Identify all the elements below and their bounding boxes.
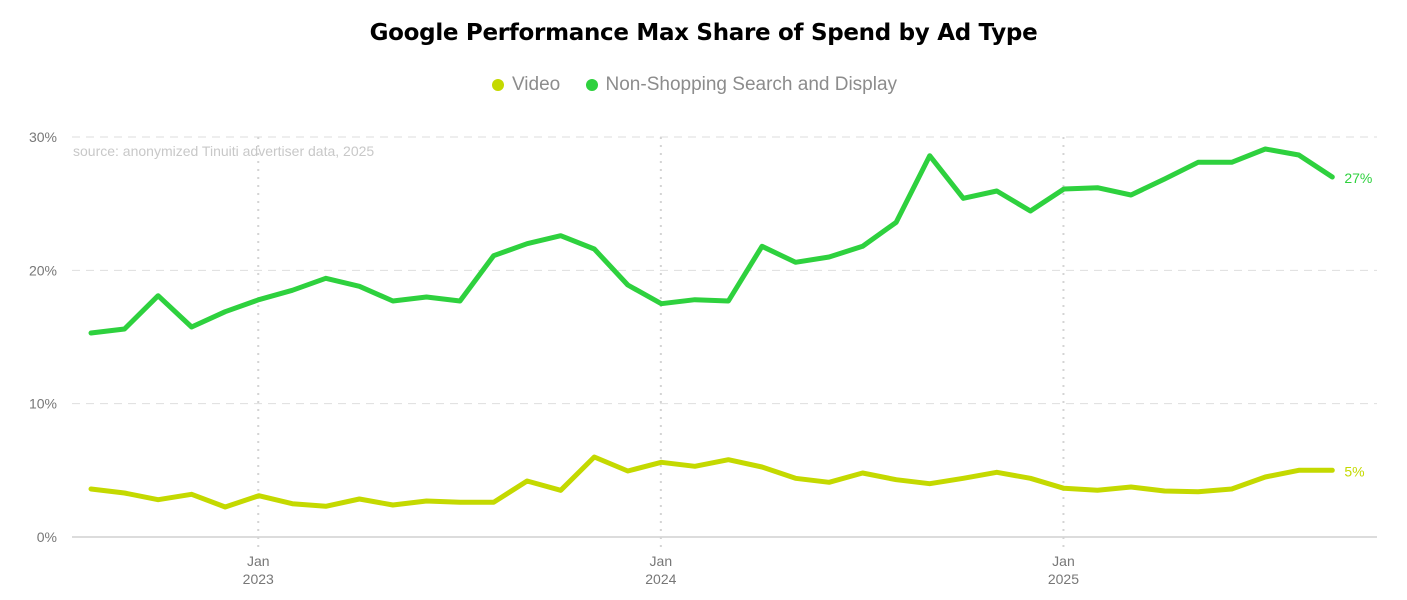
x-tick-label: Jan — [650, 553, 673, 569]
x-axis: Jan 2023 Jan 2024 Jan 2025 — [243, 553, 1080, 587]
x-tick-label: Jan — [1052, 553, 1075, 569]
x-tick-label: 2025 — [1048, 571, 1079, 587]
y-tick-label: 20% — [29, 262, 57, 278]
series-line-video — [88, 454, 1335, 510]
legend-dot-video — [491, 79, 504, 91]
legend-label-video: Video — [511, 74, 561, 95]
chart-title: Google Performance Max Share of Spend by… — [369, 20, 1038, 46]
y-tick-label: 10% — [29, 396, 57, 412]
series-line-non-shopping — [88, 146, 1335, 336]
x-tick-label: 2023 — [243, 571, 274, 587]
end-label-non-shopping: 27% — [1344, 170, 1372, 186]
source-note: source: anonymized Tinuiti advertiser da… — [73, 143, 374, 159]
y-tick-label: 30% — [29, 129, 57, 145]
legend-label-non-shopping: Non-Shopping Search and Display — [605, 74, 898, 95]
legend-item-non-shopping[interactable]: Non-Shopping Search and Display — [585, 74, 898, 96]
x-tick-label: 2024 — [645, 571, 676, 587]
series-lines: 5% 27% — [88, 146, 1372, 510]
legend-dot-non-shopping — [585, 79, 598, 91]
x-tick-label: Jan — [247, 553, 270, 569]
y-tick-label: 0% — [37, 529, 57, 545]
y-axis: 0% 10% 20% 30% — [29, 129, 57, 545]
legend: Video Non-Shopping Search and Display — [0, 74, 1389, 97]
end-label-video: 5% — [1344, 463, 1364, 479]
grid — [72, 136, 1377, 549]
legend-item-video[interactable]: Video — [491, 74, 561, 96]
